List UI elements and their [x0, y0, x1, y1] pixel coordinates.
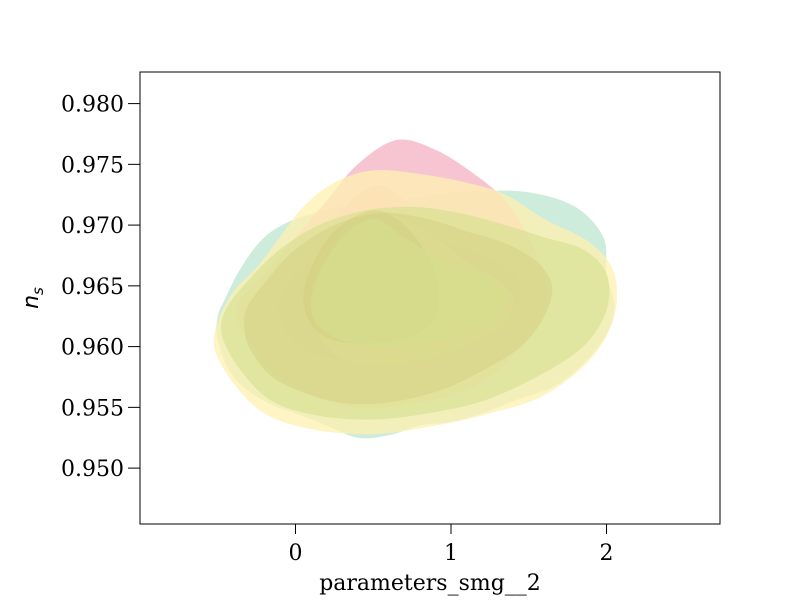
contour-layer — [213, 139, 618, 439]
y-tick-label: 0.980 — [61, 93, 124, 118]
y-tick-label: 0.960 — [61, 336, 124, 361]
x-tick-label: 0 — [288, 541, 302, 566]
x-tick-label: 1 — [444, 541, 458, 566]
x-axis-label: parameters_smg__2 — [319, 571, 541, 596]
x-tick-label: 2 — [599, 541, 613, 566]
contour-series-5-level-2 — [311, 219, 507, 347]
contour-series-5 — [221, 206, 610, 420]
y-axis-label: ns — [19, 287, 47, 309]
y-axis: 0.950 0.955 0.960 0.965 0.970 0.975 0.980 — [61, 93, 140, 482]
y-tick-label: 0.970 — [61, 214, 124, 239]
y-tick-label: 0.950 — [61, 457, 124, 482]
x-axis: 0 1 2 — [288, 524, 613, 566]
y-tick-label: 0.955 — [61, 396, 124, 421]
plot-frame — [139, 71, 721, 525]
y-tick-label: 0.965 — [61, 275, 124, 300]
y-tick-label: 0.975 — [61, 153, 124, 178]
